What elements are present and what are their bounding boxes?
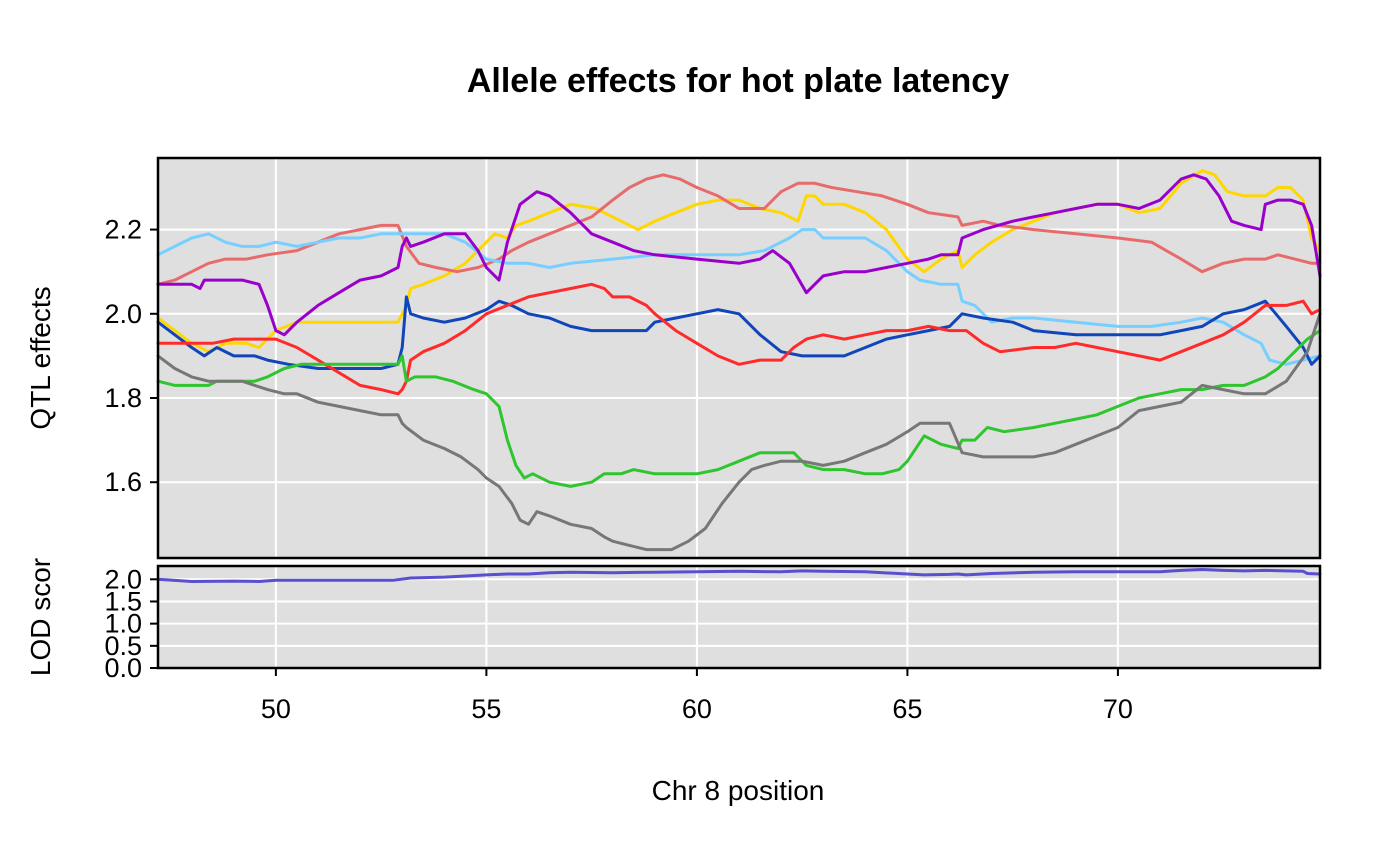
xtick-label-0: 50 — [261, 694, 291, 724]
y-axis-label-effects: QTL effects — [25, 286, 56, 429]
effects-y-axis: 1.6 1.8 2.0 2.2 — [104, 215, 158, 497]
lod-plot-area — [158, 566, 1320, 668]
lod-panel-frame — [156, 564, 1322, 670]
chart-title: Allele effects for hot plate latency — [467, 62, 1009, 100]
lod-ytick-label-1: 0.5 — [104, 631, 142, 661]
effects-panel: 1.6 1.8 2.0 2.2 QTL effects — [25, 156, 1322, 560]
lod-score-line — [156, 568, 1322, 583]
xtick-label-3: 65 — [892, 694, 922, 724]
effects-ytick-label-1: 1.8 — [104, 383, 142, 413]
effects-ytick-label-3: 2.2 — [104, 215, 142, 245]
allele-effect-line-8 — [156, 312, 1322, 552]
x-axis: 50 55 60 65 70 — [261, 668, 1133, 724]
allele-effect-line-6 — [156, 282, 1322, 396]
effects-series — [156, 169, 1322, 552]
allele-effect-line-1 — [156, 169, 1322, 354]
lod-series — [156, 568, 1322, 583]
lod-ytick-label-4: 2.0 — [104, 564, 142, 594]
x-axis-label: Chr 8 position — [652, 775, 825, 806]
allele-effect-line-4 — [156, 173, 1322, 337]
allele-effect-line-5 — [156, 295, 1322, 370]
xtick-label-4: 70 — [1103, 694, 1133, 724]
xtick-label-2: 60 — [682, 694, 712, 724]
lod-ytick-label-3: 1.5 — [104, 586, 142, 616]
y-axis-label-lod: LOD scor — [25, 558, 56, 676]
effects-plot-area — [158, 158, 1320, 558]
lod-panel: 0.00.51.01.52.0 LOD scor — [25, 558, 1322, 683]
lod-ytick-label-0: 0.0 — [104, 653, 142, 683]
lod-y-axis: 0.00.51.01.52.0 — [104, 564, 158, 683]
xtick-label-1: 55 — [471, 694, 501, 724]
effects-ytick-label-0: 1.6 — [104, 467, 142, 497]
effects-panel-frame — [156, 156, 1322, 560]
lod-ytick-label-2: 1.0 — [104, 609, 142, 639]
effects-ytick-label-2: 2.0 — [104, 299, 142, 329]
allele-effect-line-7 — [156, 329, 1322, 488]
allele-effect-line-3 — [156, 228, 1322, 366]
allele-effect-line-2 — [156, 173, 1322, 286]
